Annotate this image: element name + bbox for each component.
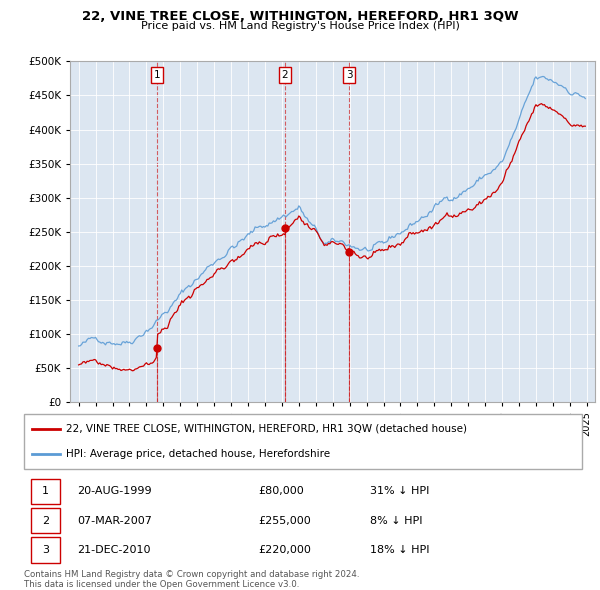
- Text: Contains HM Land Registry data © Crown copyright and database right 2024.
This d: Contains HM Land Registry data © Crown c…: [24, 570, 359, 589]
- FancyBboxPatch shape: [31, 508, 60, 533]
- Text: 22, VINE TREE CLOSE, WITHINGTON, HEREFORD, HR1 3QW (detached house): 22, VINE TREE CLOSE, WITHINGTON, HEREFOR…: [66, 424, 467, 434]
- Text: 20-AUG-1999: 20-AUG-1999: [77, 486, 152, 496]
- Text: £80,000: £80,000: [259, 486, 304, 496]
- Text: 22, VINE TREE CLOSE, WITHINGTON, HEREFORD, HR1 3QW: 22, VINE TREE CLOSE, WITHINGTON, HEREFOR…: [82, 10, 518, 23]
- Text: £220,000: £220,000: [259, 545, 311, 555]
- Text: 31% ↓ HPI: 31% ↓ HPI: [370, 486, 430, 496]
- Text: 2: 2: [41, 516, 49, 526]
- Text: 21-DEC-2010: 21-DEC-2010: [77, 545, 151, 555]
- Text: HPI: Average price, detached house, Herefordshire: HPI: Average price, detached house, Here…: [66, 449, 330, 459]
- FancyBboxPatch shape: [31, 537, 60, 563]
- Text: 1: 1: [154, 70, 161, 80]
- Text: Price paid vs. HM Land Registry's House Price Index (HPI): Price paid vs. HM Land Registry's House …: [140, 21, 460, 31]
- FancyBboxPatch shape: [31, 478, 60, 504]
- Text: 3: 3: [346, 70, 352, 80]
- Text: 18% ↓ HPI: 18% ↓ HPI: [370, 545, 430, 555]
- FancyBboxPatch shape: [24, 414, 582, 469]
- Text: 1: 1: [42, 486, 49, 496]
- Text: 2: 2: [281, 70, 288, 80]
- Text: 8% ↓ HPI: 8% ↓ HPI: [370, 516, 422, 526]
- Text: 3: 3: [42, 545, 49, 555]
- Text: £255,000: £255,000: [259, 516, 311, 526]
- Text: 07-MAR-2007: 07-MAR-2007: [77, 516, 152, 526]
